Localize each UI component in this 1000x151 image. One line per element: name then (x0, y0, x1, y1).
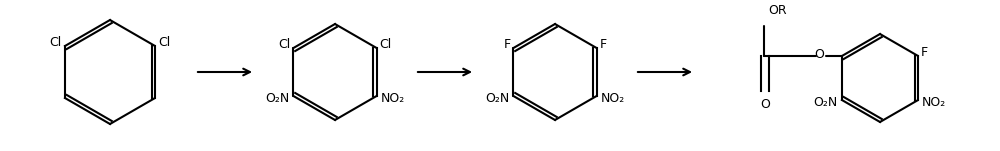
Text: F: F (921, 46, 928, 59)
Text: OR: OR (768, 4, 787, 17)
Text: O₂N: O₂N (485, 92, 509, 105)
Text: Cl: Cl (278, 38, 290, 51)
Text: NO₂: NO₂ (922, 96, 946, 109)
Text: O: O (814, 48, 824, 61)
Text: F: F (600, 38, 607, 51)
Text: O₂N: O₂N (265, 92, 289, 105)
Text: NO₂: NO₂ (381, 92, 405, 105)
Text: NO₂: NO₂ (601, 92, 625, 105)
Text: Cl: Cl (380, 38, 392, 51)
Text: F: F (503, 38, 510, 51)
Text: O: O (760, 98, 770, 111)
Text: O₂N: O₂N (814, 96, 838, 109)
Text: Cl: Cl (158, 36, 170, 49)
Text: Cl: Cl (50, 36, 62, 49)
